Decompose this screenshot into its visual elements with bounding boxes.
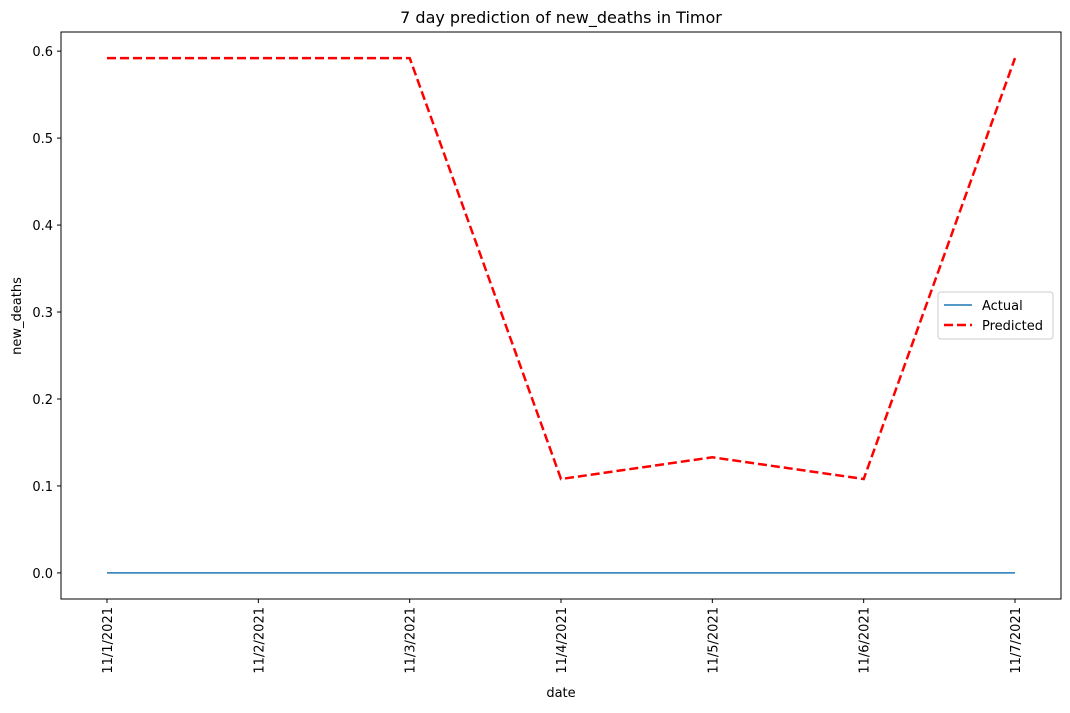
- y-tick-label: 0.1: [32, 480, 53, 495]
- y-tick-label: 0.0: [32, 567, 53, 582]
- legend-label-actual: Actual: [982, 299, 1023, 314]
- y-tick-label: 0.2: [32, 393, 53, 408]
- legend-label-predicted: Predicted: [982, 319, 1043, 334]
- x-tick-label: 11/1/2021: [101, 607, 116, 674]
- x-tick-label: 11/4/2021: [555, 607, 570, 674]
- y-tick-label: 0.4: [32, 219, 53, 234]
- chart-title: 7 day prediction of new_deaths in Timor: [400, 8, 722, 28]
- y-tick-label: 0.5: [32, 132, 53, 147]
- x-tick-label: 11/2/2021: [252, 607, 267, 674]
- y-tick-label: 0.6: [32, 45, 53, 60]
- y-tick-label: 0.3: [32, 306, 53, 321]
- x-tick-label: 11/7/2021: [1009, 607, 1024, 674]
- y-axis: 0.0 0.1 0.2 0.3 0.4 0.5 0.6: [32, 45, 61, 582]
- legend: Actual Predicted: [937, 291, 1054, 340]
- x-tick-label: 11/3/2021: [404, 607, 419, 674]
- series-layer: [107, 56, 1017, 574]
- x-tick-label: 11/6/2021: [858, 607, 873, 674]
- x-axis: 11/1/2021 11/2/2021 11/3/2021 11/4/2021 11/5…: [101, 599, 1024, 674]
- series-line-predicted: [107, 56, 1017, 481]
- x-tick-label: 11/5/2021: [706, 607, 721, 674]
- y-axis-label: new_deaths: [10, 277, 25, 355]
- legend-frame: [937, 291, 1054, 340]
- x-axis-label: date: [546, 686, 575, 701]
